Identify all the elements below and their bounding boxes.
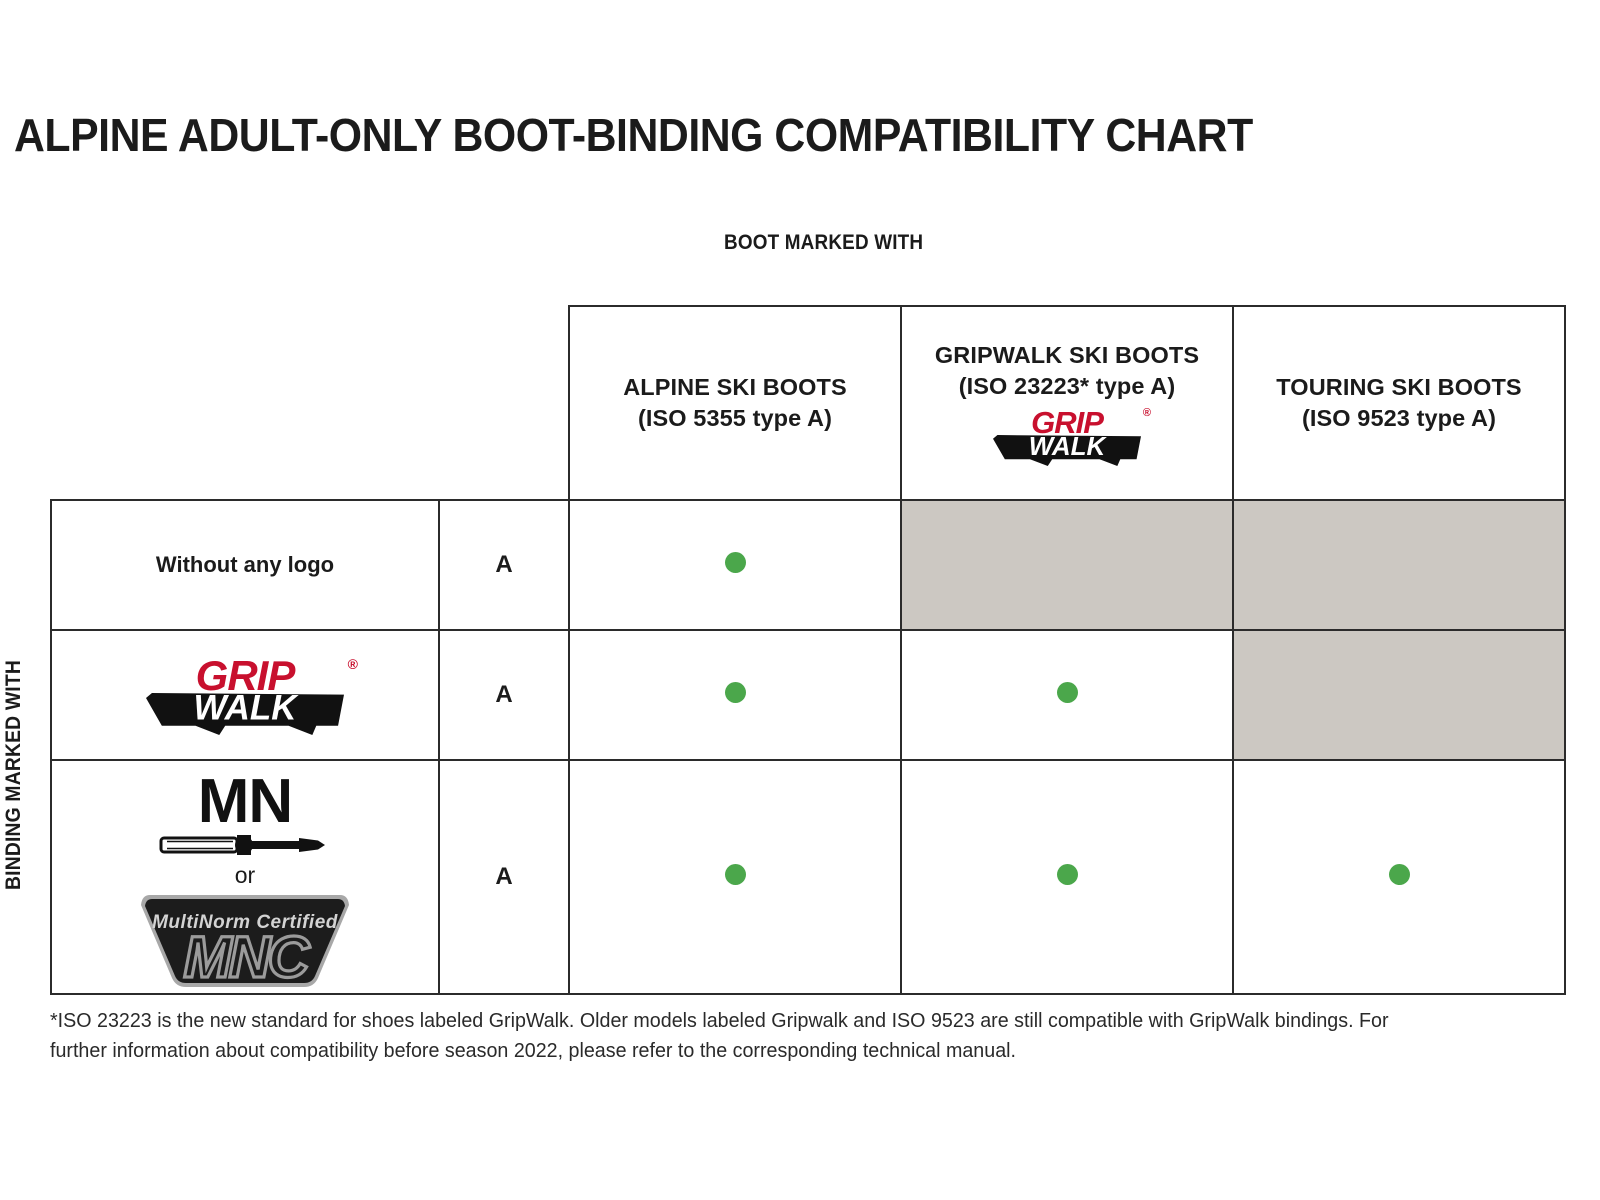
- footnote-text: *ISO 23223 is the new standard for shoes…: [50, 1009, 1389, 1062]
- column-header-gripwalk-line1: GRIPWALK SKI BOOTS: [934, 341, 1200, 368]
- table-row: Without any logo A: [50, 499, 1566, 631]
- gripwalk-logo-grip-text: GRIP ®: [1031, 405, 1151, 441]
- svg-text:MultiNorm Certified: MultiNorm Certified: [152, 912, 338, 933]
- svg-text:MNC: MNC: [183, 925, 310, 990]
- compatible-dot-icon: [1056, 864, 1078, 886]
- compatible-dot-icon: [1388, 864, 1410, 886]
- compatibility-table: ALPINE SKI BOOTS (ISO 5355 type A) GRIPW…: [50, 305, 1566, 996]
- screwdriver-icon: [159, 835, 325, 856]
- registered-mark-icon: ®: [347, 656, 358, 672]
- column-header-alpine-line1: ALPINE SKI BOOTS: [623, 374, 847, 401]
- cell-no-logo-touring: [1232, 499, 1566, 631]
- cell-gripwalk-touring: [1232, 629, 1566, 761]
- row-label-no-logo: Without any logo: [50, 499, 440, 631]
- cell-gripwalk-gripwalk: [900, 629, 1234, 761]
- mnc-badge-icon: MNC MultiNorm Certified: [141, 895, 349, 990]
- compatible-dot-icon: [1056, 682, 1078, 703]
- compatible-dot-icon: [724, 552, 746, 573]
- cell-gripwalk-alpine: [568, 629, 902, 761]
- mn-abbrev-text: MN: [197, 767, 293, 836]
- row-label-mn-mnc: MN or: [50, 758, 440, 996]
- registered-mark-icon: ®: [1142, 407, 1151, 420]
- row-type-mn-mnc: A: [438, 758, 570, 996]
- gripwalk-logo-grip-text: GRIP ®: [195, 652, 358, 699]
- table-header-row: ALPINE SKI BOOTS (ISO 5355 type A) GRIPW…: [51, 305, 1566, 501]
- compatible-dot-icon: [724, 864, 746, 886]
- conjunction-text: or: [234, 862, 256, 889]
- table-row: GRIP ® WALK A: [50, 629, 1566, 761]
- gripwalk-logo: GRIP ® WALK: [993, 405, 1151, 467]
- row-type-gripwalk: A: [438, 629, 570, 761]
- cell-mn-mnc-touring: [1232, 758, 1566, 996]
- page-title: ALPINE ADULT-ONLY BOOT-BINDING COMPATIBI…: [14, 109, 1253, 161]
- row-type-no-logo-value: A: [495, 551, 513, 578]
- column-header-touring-line2: (ISO 9523 type A): [1301, 405, 1497, 431]
- gripwalk-logo-walk-banner: WALK: [993, 435, 1141, 467]
- column-header-alpine: ALPINE SKI BOOTS (ISO 5355 type A): [568, 305, 902, 501]
- gripwalk-logo: GRIP ® WALK: [146, 652, 358, 735]
- cell-no-logo-alpine: [568, 499, 902, 631]
- cell-mn-mnc-alpine: [568, 758, 902, 996]
- row-type-mn-mnc-value: A: [495, 863, 513, 891]
- header-spacer-logo: [51, 306, 439, 500]
- column-header-touring-line1: TOURING SKI BOOTS: [1276, 374, 1522, 401]
- table-row: MN or: [50, 758, 1566, 996]
- compatible-dot-icon: [724, 682, 746, 703]
- row-type-no-logo: A: [438, 499, 570, 631]
- column-axis-label: BOOT MARKED WITH: [724, 231, 924, 254]
- cell-no-logo-gripwalk: [900, 499, 1234, 631]
- row-label-no-logo-text: Without any logo: [155, 552, 335, 577]
- row-label-gripwalk: GRIP ® WALK: [50, 629, 440, 761]
- column-header-touring: TOURING SKI BOOTS (ISO 9523 type A): [1232, 305, 1566, 501]
- header-spacer-type: [439, 306, 569, 500]
- row-type-gripwalk-value: A: [495, 681, 513, 708]
- column-header-alpine-line2: (ISO 5355 type A): [637, 405, 833, 431]
- gripwalk-logo-walk-banner: WALK: [146, 693, 344, 735]
- column-header-gripwalk: GRIPWALK SKI BOOTS (ISO 23223* type A) G…: [900, 305, 1234, 501]
- column-header-gripwalk-line2: (ISO 23223* type A): [958, 372, 1176, 399]
- row-axis-label: BINDING MARKED WITH: [2, 660, 25, 890]
- cell-mn-mnc-gripwalk: [900, 758, 1234, 996]
